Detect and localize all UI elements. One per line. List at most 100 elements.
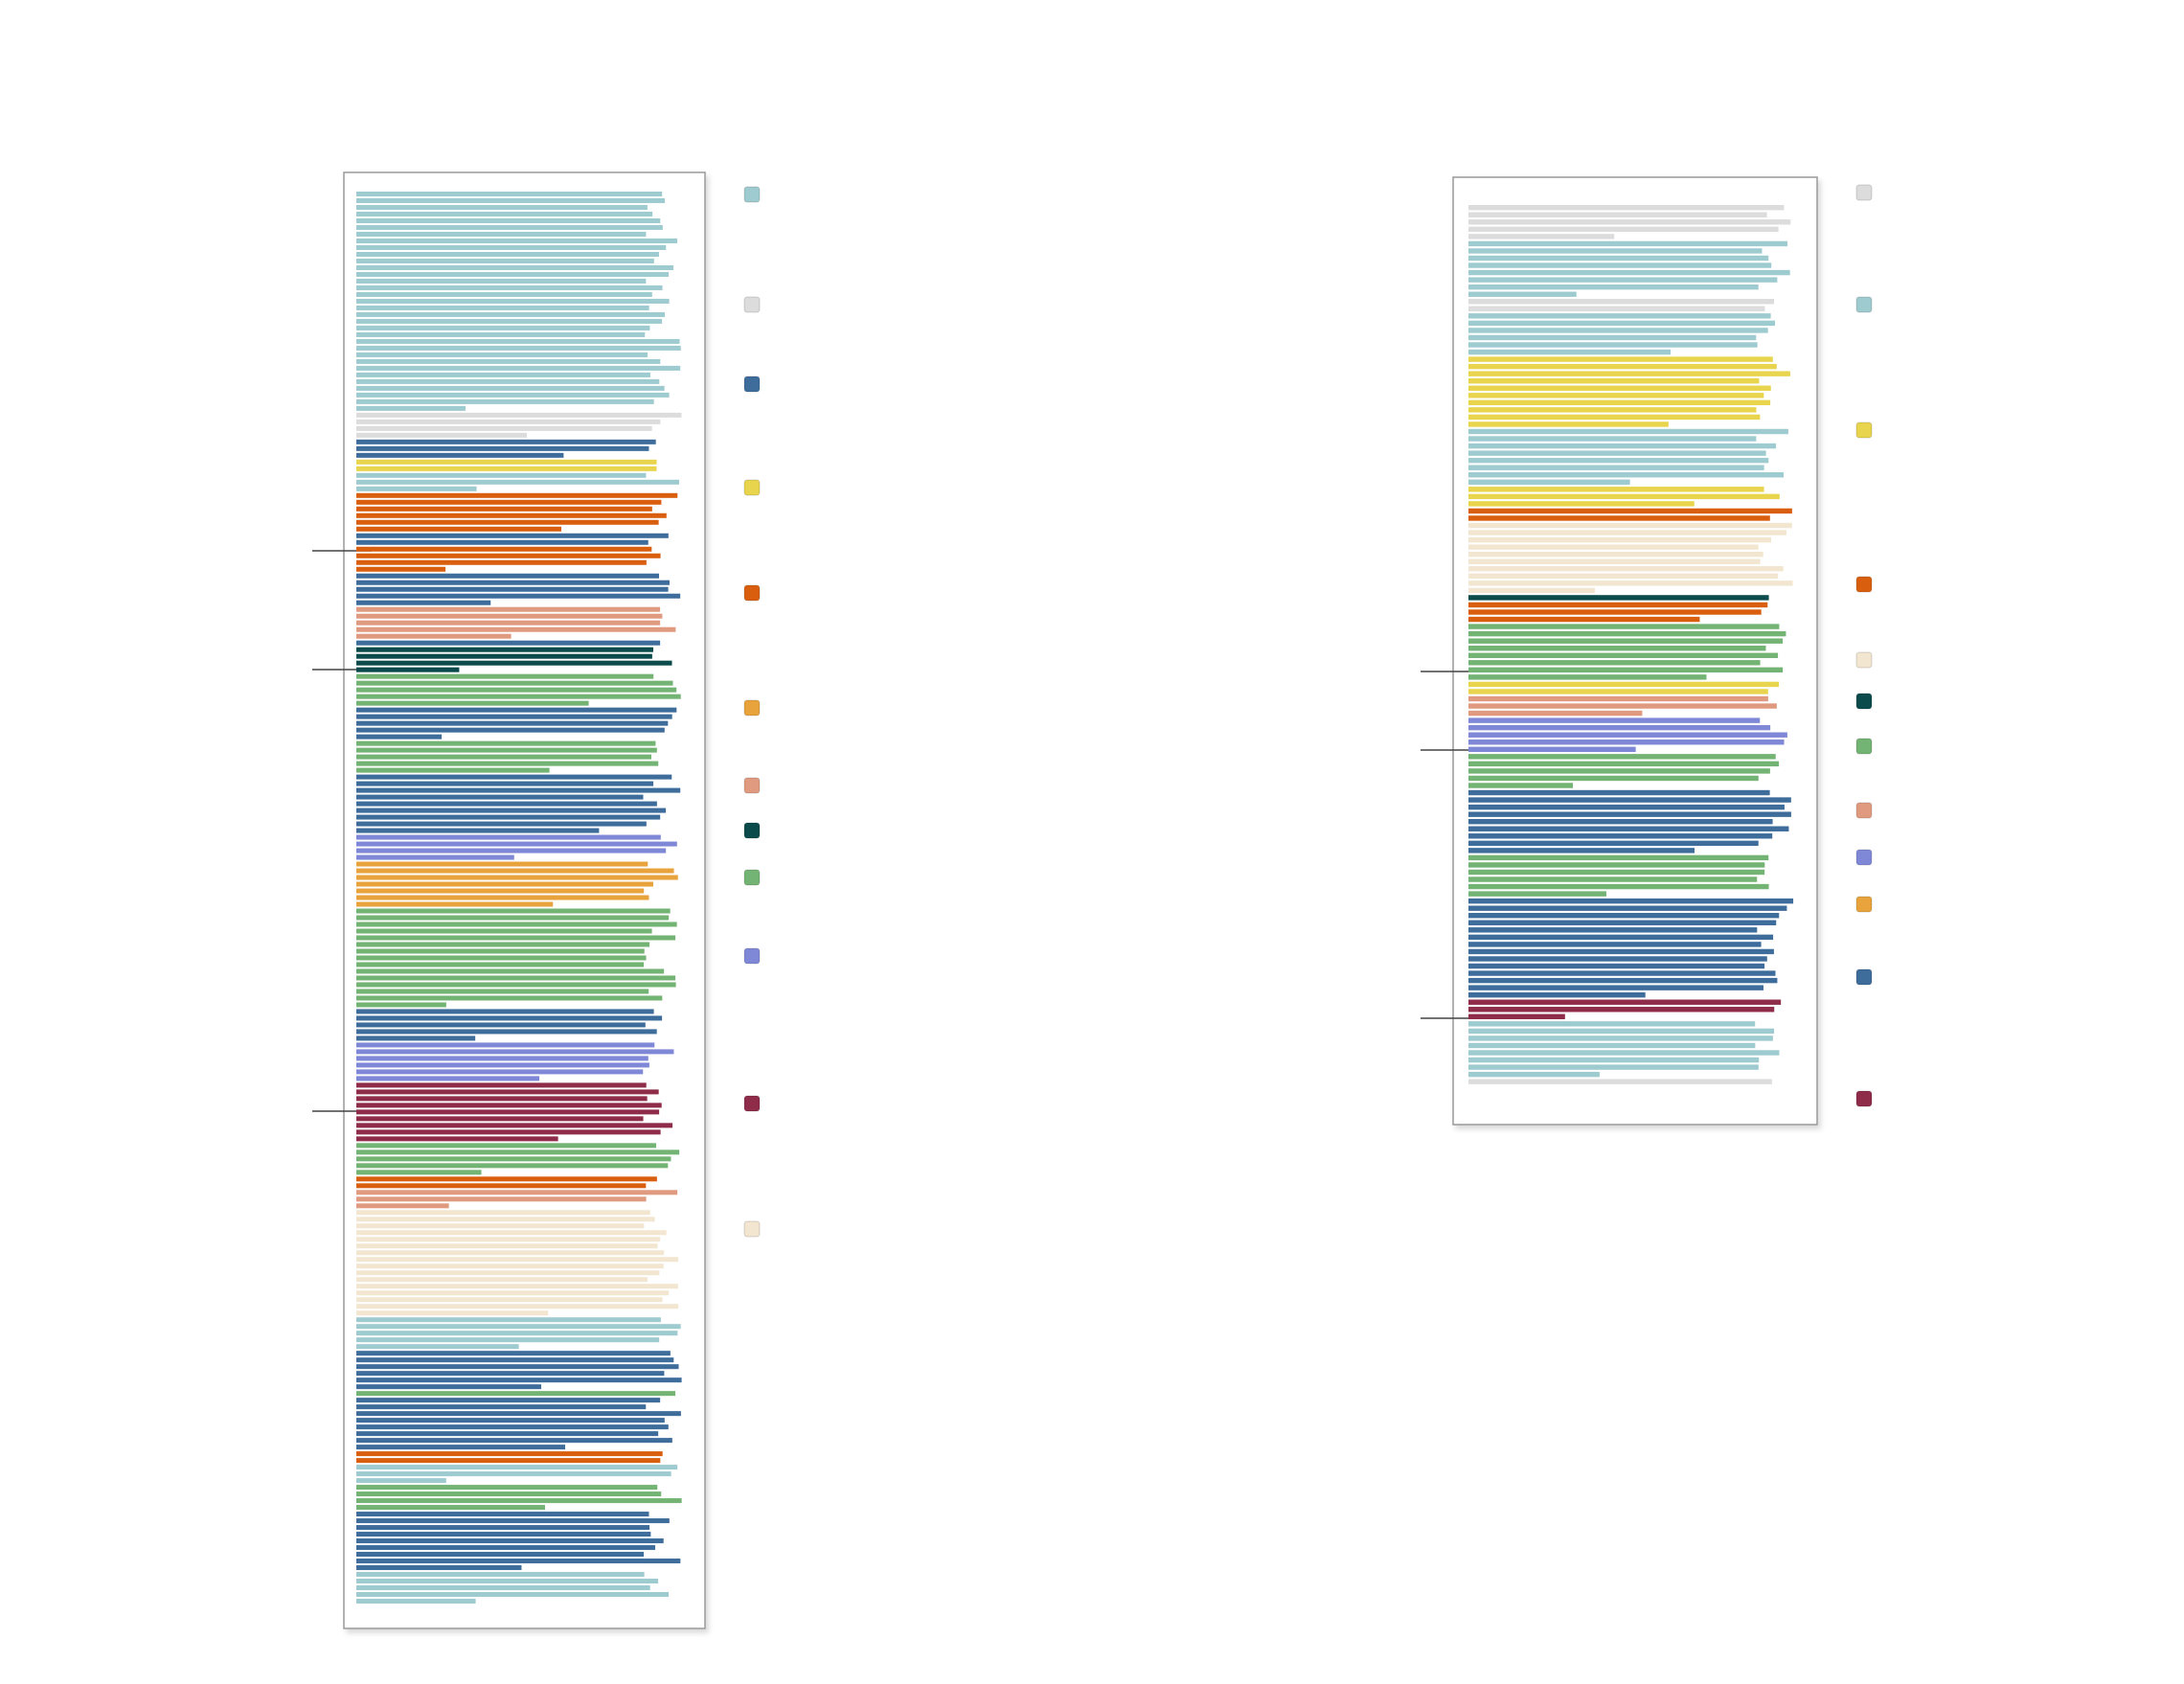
text-line (356, 962, 645, 967)
text-line (356, 311, 666, 317)
text-line (1468, 479, 1630, 485)
text-line (356, 1297, 663, 1303)
text-line (1468, 536, 1772, 543)
text-line (1468, 638, 1784, 644)
text-line (356, 278, 647, 284)
text-line (356, 1310, 549, 1316)
text-line (356, 1029, 657, 1035)
text-line (356, 714, 672, 719)
text-line (1468, 515, 1770, 521)
text-line (1468, 703, 1777, 709)
text-line (1468, 646, 1766, 651)
text-line (1468, 1064, 1759, 1070)
text-line (1468, 956, 1767, 962)
text-line (356, 687, 677, 693)
text-line (1468, 356, 1773, 362)
text-line (356, 1082, 647, 1088)
legend-swatch (1855, 184, 1873, 201)
text-line (1468, 377, 1760, 384)
text-line (356, 640, 661, 646)
text-line (356, 271, 670, 277)
text-line (356, 1552, 645, 1558)
text-line (1468, 493, 1780, 500)
text-line (1468, 768, 1770, 774)
text-line (356, 492, 678, 498)
text-line (1468, 746, 1636, 753)
text-line (356, 653, 652, 659)
text-line (1468, 898, 1794, 904)
text-line (356, 258, 654, 263)
text-line (356, 647, 653, 652)
text-line (1468, 522, 1792, 529)
text-line (356, 606, 661, 612)
text-line (1468, 991, 1646, 998)
text-line (1468, 580, 1793, 586)
text-line (356, 1002, 446, 1008)
text-line (356, 1109, 660, 1115)
text-line (356, 378, 660, 384)
text-line (1468, 854, 1769, 861)
text-line (356, 875, 678, 880)
text-line (356, 1518, 670, 1524)
legend-swatch (1855, 296, 1873, 313)
text-line (356, 901, 554, 907)
text-line (356, 1143, 656, 1149)
text-line (1468, 414, 1761, 421)
text-line (356, 1203, 449, 1209)
text-line (356, 660, 672, 666)
legend-swatch (743, 1220, 761, 1238)
text-line (1468, 891, 1606, 897)
text-line (356, 995, 663, 1001)
text-line (1468, 985, 1763, 990)
text-line (356, 1210, 650, 1216)
text-line (1468, 970, 1776, 976)
text-line (356, 1465, 678, 1470)
legend-swatch (743, 699, 761, 717)
text-line (356, 1337, 660, 1343)
text-line (356, 204, 648, 211)
text-line (356, 774, 672, 780)
text-line (1468, 371, 1790, 376)
text-line (356, 432, 527, 438)
text-line (356, 1022, 646, 1028)
text-line (356, 989, 649, 994)
text-line (356, 1163, 669, 1169)
text-line (356, 1418, 665, 1423)
text-line (1468, 219, 1791, 225)
text-line (356, 808, 667, 813)
text-line (1468, 869, 1765, 876)
text-line (1468, 255, 1769, 262)
text-line (356, 559, 647, 565)
text-line (356, 955, 647, 961)
text-line (1468, 428, 1788, 435)
text-line (1468, 977, 1778, 984)
text-line (356, 345, 681, 351)
text-line (356, 1559, 681, 1564)
text-line (356, 338, 680, 344)
text-line (1468, 234, 1615, 239)
text-line (1468, 732, 1787, 738)
text-line (356, 1116, 644, 1122)
text-line (1468, 652, 1779, 658)
text-line (356, 318, 663, 324)
text-line (356, 1471, 671, 1477)
text-line (356, 251, 659, 257)
text-line (356, 620, 661, 626)
text-line (1468, 465, 1764, 470)
text-line (356, 1170, 482, 1175)
text-line (356, 372, 650, 377)
text-line (356, 1364, 679, 1370)
text-line (356, 1545, 656, 1551)
legend-swatch (1855, 421, 1873, 439)
text-line (356, 499, 662, 505)
text-line (356, 1042, 655, 1048)
text-line (356, 841, 677, 847)
text-line (356, 1009, 654, 1014)
text-line (356, 667, 460, 672)
text-line (356, 794, 644, 800)
text-line (1468, 818, 1773, 825)
text-line (1468, 212, 1767, 217)
text-line (356, 821, 647, 827)
text-line (356, 1404, 647, 1410)
